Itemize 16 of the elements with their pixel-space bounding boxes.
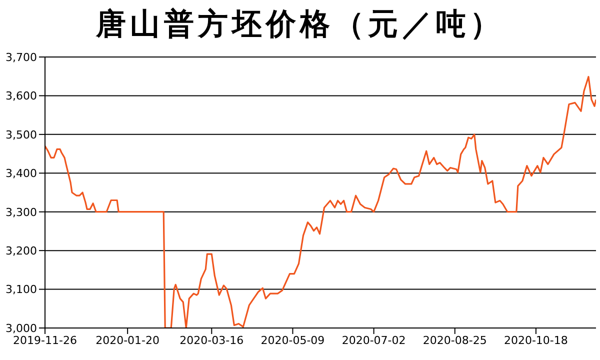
y-tick-label: 3,600 <box>6 90 37 103</box>
y-tick-label: 3,300 <box>6 206 37 219</box>
x-tick-label: 2020-01-20 <box>96 334 160 347</box>
chart-title: 唐山普方坯价格（元／吨） <box>94 6 505 44</box>
y-tick-label: 3,700 <box>6 50 37 64</box>
y-tick-label: 3,200 <box>6 244 37 258</box>
x-tick-label: 2020-07-02 <box>342 334 406 347</box>
x-tick-label: 2020-03-16 <box>180 334 244 347</box>
x-tick-label: 2020-05-09 <box>260 334 325 347</box>
x-tick-label: 2020-08-25 <box>422 334 487 347</box>
y-tick-label: 3,100 <box>6 283 37 296</box>
x-tick-label: 2020-10-18 <box>504 334 568 347</box>
y-tick-label: 3,000 <box>6 322 37 335</box>
x-tick-label: 2019-11-26 <box>13 334 77 347</box>
y-tick-label: 3,400 <box>6 167 37 180</box>
y-tick-label: 3,500 <box>6 128 37 142</box>
